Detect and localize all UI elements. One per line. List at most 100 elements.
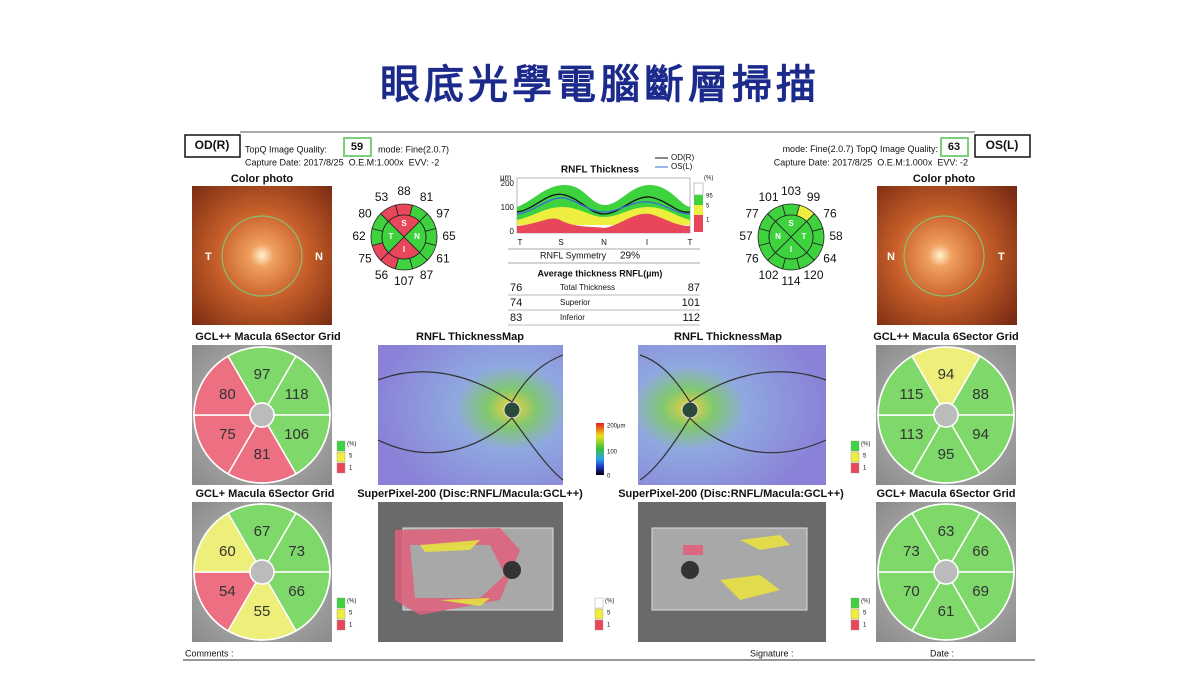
avg-title: Average thickness RNFL(µm) (538, 268, 663, 278)
sector-value: 113 (899, 426, 923, 443)
clock-value: 65 (442, 229, 456, 243)
clock-value: 80 (358, 207, 372, 221)
scale-label: 100 (607, 450, 618, 456)
legend-label: 1 (863, 466, 867, 472)
clock-value: 114 (781, 274, 800, 288)
mode-quality-label: mode: Fine(2.0.7) TopQ Image Quality: (783, 144, 938, 154)
clock-value: 53 (375, 190, 389, 204)
side-label: T (205, 251, 212, 263)
legend-label: 5 (349, 454, 353, 460)
x-tick-label: T (518, 238, 523, 247)
sector-value: 115 (899, 386, 923, 403)
percent-bar (693, 182, 704, 232)
grid-label: GCL+ Macula 6Sector Grid (876, 488, 1015, 500)
grid-outline (877, 503, 1015, 641)
quadrant-label: I (790, 245, 792, 254)
quality-label: TopQ Image Quality: (245, 144, 327, 154)
comments-label: Comments : (185, 648, 234, 658)
color-scale (596, 423, 604, 475)
deviation-overlay (420, 540, 490, 606)
side-label: N (887, 251, 895, 263)
sector-value: 94 (938, 366, 955, 383)
legend-label: 5 (863, 454, 867, 460)
photo-label: Color photo (231, 173, 294, 185)
quadrant-label: N (414, 232, 420, 241)
sector-value: 61 (938, 603, 955, 620)
os-value: 87 (688, 282, 700, 294)
clock-value: 75 (358, 252, 372, 266)
sector-value: 63 (938, 523, 955, 540)
sector-value: 75 (219, 426, 236, 443)
symmetry-label: RNFL Symmetry (540, 250, 607, 260)
sector-value: 80 (219, 386, 236, 403)
legend-swatch (594, 608, 604, 620)
symmetry-value: 29% (620, 251, 640, 262)
x-tick-label: T (688, 238, 693, 247)
sector-value: 73 (903, 543, 920, 560)
legend-label: 5 (349, 611, 353, 617)
legend-label: (%) (861, 442, 870, 448)
clock-value: 102 (758, 268, 778, 282)
side-label: T (998, 251, 1005, 263)
quadrant-label: I (403, 245, 405, 254)
row-label: Inferior (560, 313, 585, 322)
y-tick-label: 100 (501, 203, 515, 212)
legend-swatch (336, 462, 346, 474)
sector-value: 97 (254, 366, 271, 383)
map-label: RNFL ThicknessMap (674, 331, 782, 343)
eye-box (974, 134, 1031, 158)
grid-outline (193, 503, 331, 641)
rnfl-title: RNFL Thickness (561, 165, 640, 176)
fovea-circle (933, 402, 959, 428)
fovea-circle (249, 402, 275, 428)
clock-value: 61 (436, 252, 450, 266)
legend-swatch (336, 619, 346, 631)
eye-box (184, 134, 241, 158)
side-label: N (315, 251, 323, 263)
od-value: 83 (510, 312, 522, 324)
sector-value: 55 (254, 603, 271, 620)
clock-value: 57 (739, 229, 753, 243)
y-axis-unit: µm (500, 173, 512, 182)
os-value: 101 (682, 297, 700, 309)
percent-label: 95 (706, 194, 713, 200)
optic-disc (503, 561, 521, 579)
grid-outline (193, 346, 331, 484)
y-tick-label: 0 (510, 227, 515, 236)
optic-disc (681, 561, 699, 579)
legend-swatch (850, 451, 860, 463)
scale-label: 200µm (607, 424, 625, 430)
legend-label: (%) (347, 442, 356, 448)
capture-info: Capture Date: 2017/8/25 O.E.M:1.000x EVV… (774, 157, 968, 167)
sector-value: 60 (219, 543, 236, 560)
clock-value: 88 (397, 184, 411, 198)
sector-value: 73 (288, 543, 305, 560)
mode-label: mode: Fine(2.0.7) (783, 144, 854, 154)
x-tick-label: N (601, 238, 607, 247)
superpixel-label: SuperPixel-200 (Disc:RNFL/Macula:GCL++) (618, 488, 844, 500)
sector-value: 106 (284, 426, 309, 443)
quality-box (343, 137, 372, 157)
legend-swatch (594, 619, 604, 631)
page-title: 眼底光學電腦斷層掃描 (380, 61, 820, 108)
scale-label: 0 (607, 474, 611, 480)
legend-label: 1 (349, 623, 353, 629)
grid-label: GCL++ Macula 6Sector Grid (195, 331, 341, 343)
grid-label: GCL++ Macula 6Sector Grid (873, 331, 1019, 343)
legend-label: 1 (349, 466, 353, 472)
deviation-overlay (720, 535, 790, 600)
sector-value: 95 (938, 446, 955, 463)
clock-value: 87 (420, 268, 434, 282)
deviation-overlay (395, 528, 520, 615)
x-tick-label: I (646, 238, 648, 247)
clock-value: 62 (352, 229, 366, 243)
date-label: Date : (930, 648, 954, 658)
legend-label: 5 (607, 611, 611, 617)
grid-label: GCL+ Macula 6Sector Grid (195, 488, 334, 500)
signature-label: Signature : (750, 648, 794, 658)
sector-value: 66 (972, 543, 989, 560)
thickness-map (638, 345, 826, 485)
superpixel-label: SuperPixel-200 (Disc:RNFL/Macula:GCL++) (357, 488, 583, 500)
row-label: Superior (560, 298, 591, 307)
